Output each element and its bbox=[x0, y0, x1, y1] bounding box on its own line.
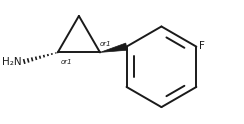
Text: or1: or1 bbox=[61, 59, 72, 65]
Polygon shape bbox=[100, 43, 127, 52]
Text: F: F bbox=[199, 41, 205, 51]
Text: H₂N: H₂N bbox=[2, 57, 21, 67]
Text: or1: or1 bbox=[100, 41, 112, 47]
